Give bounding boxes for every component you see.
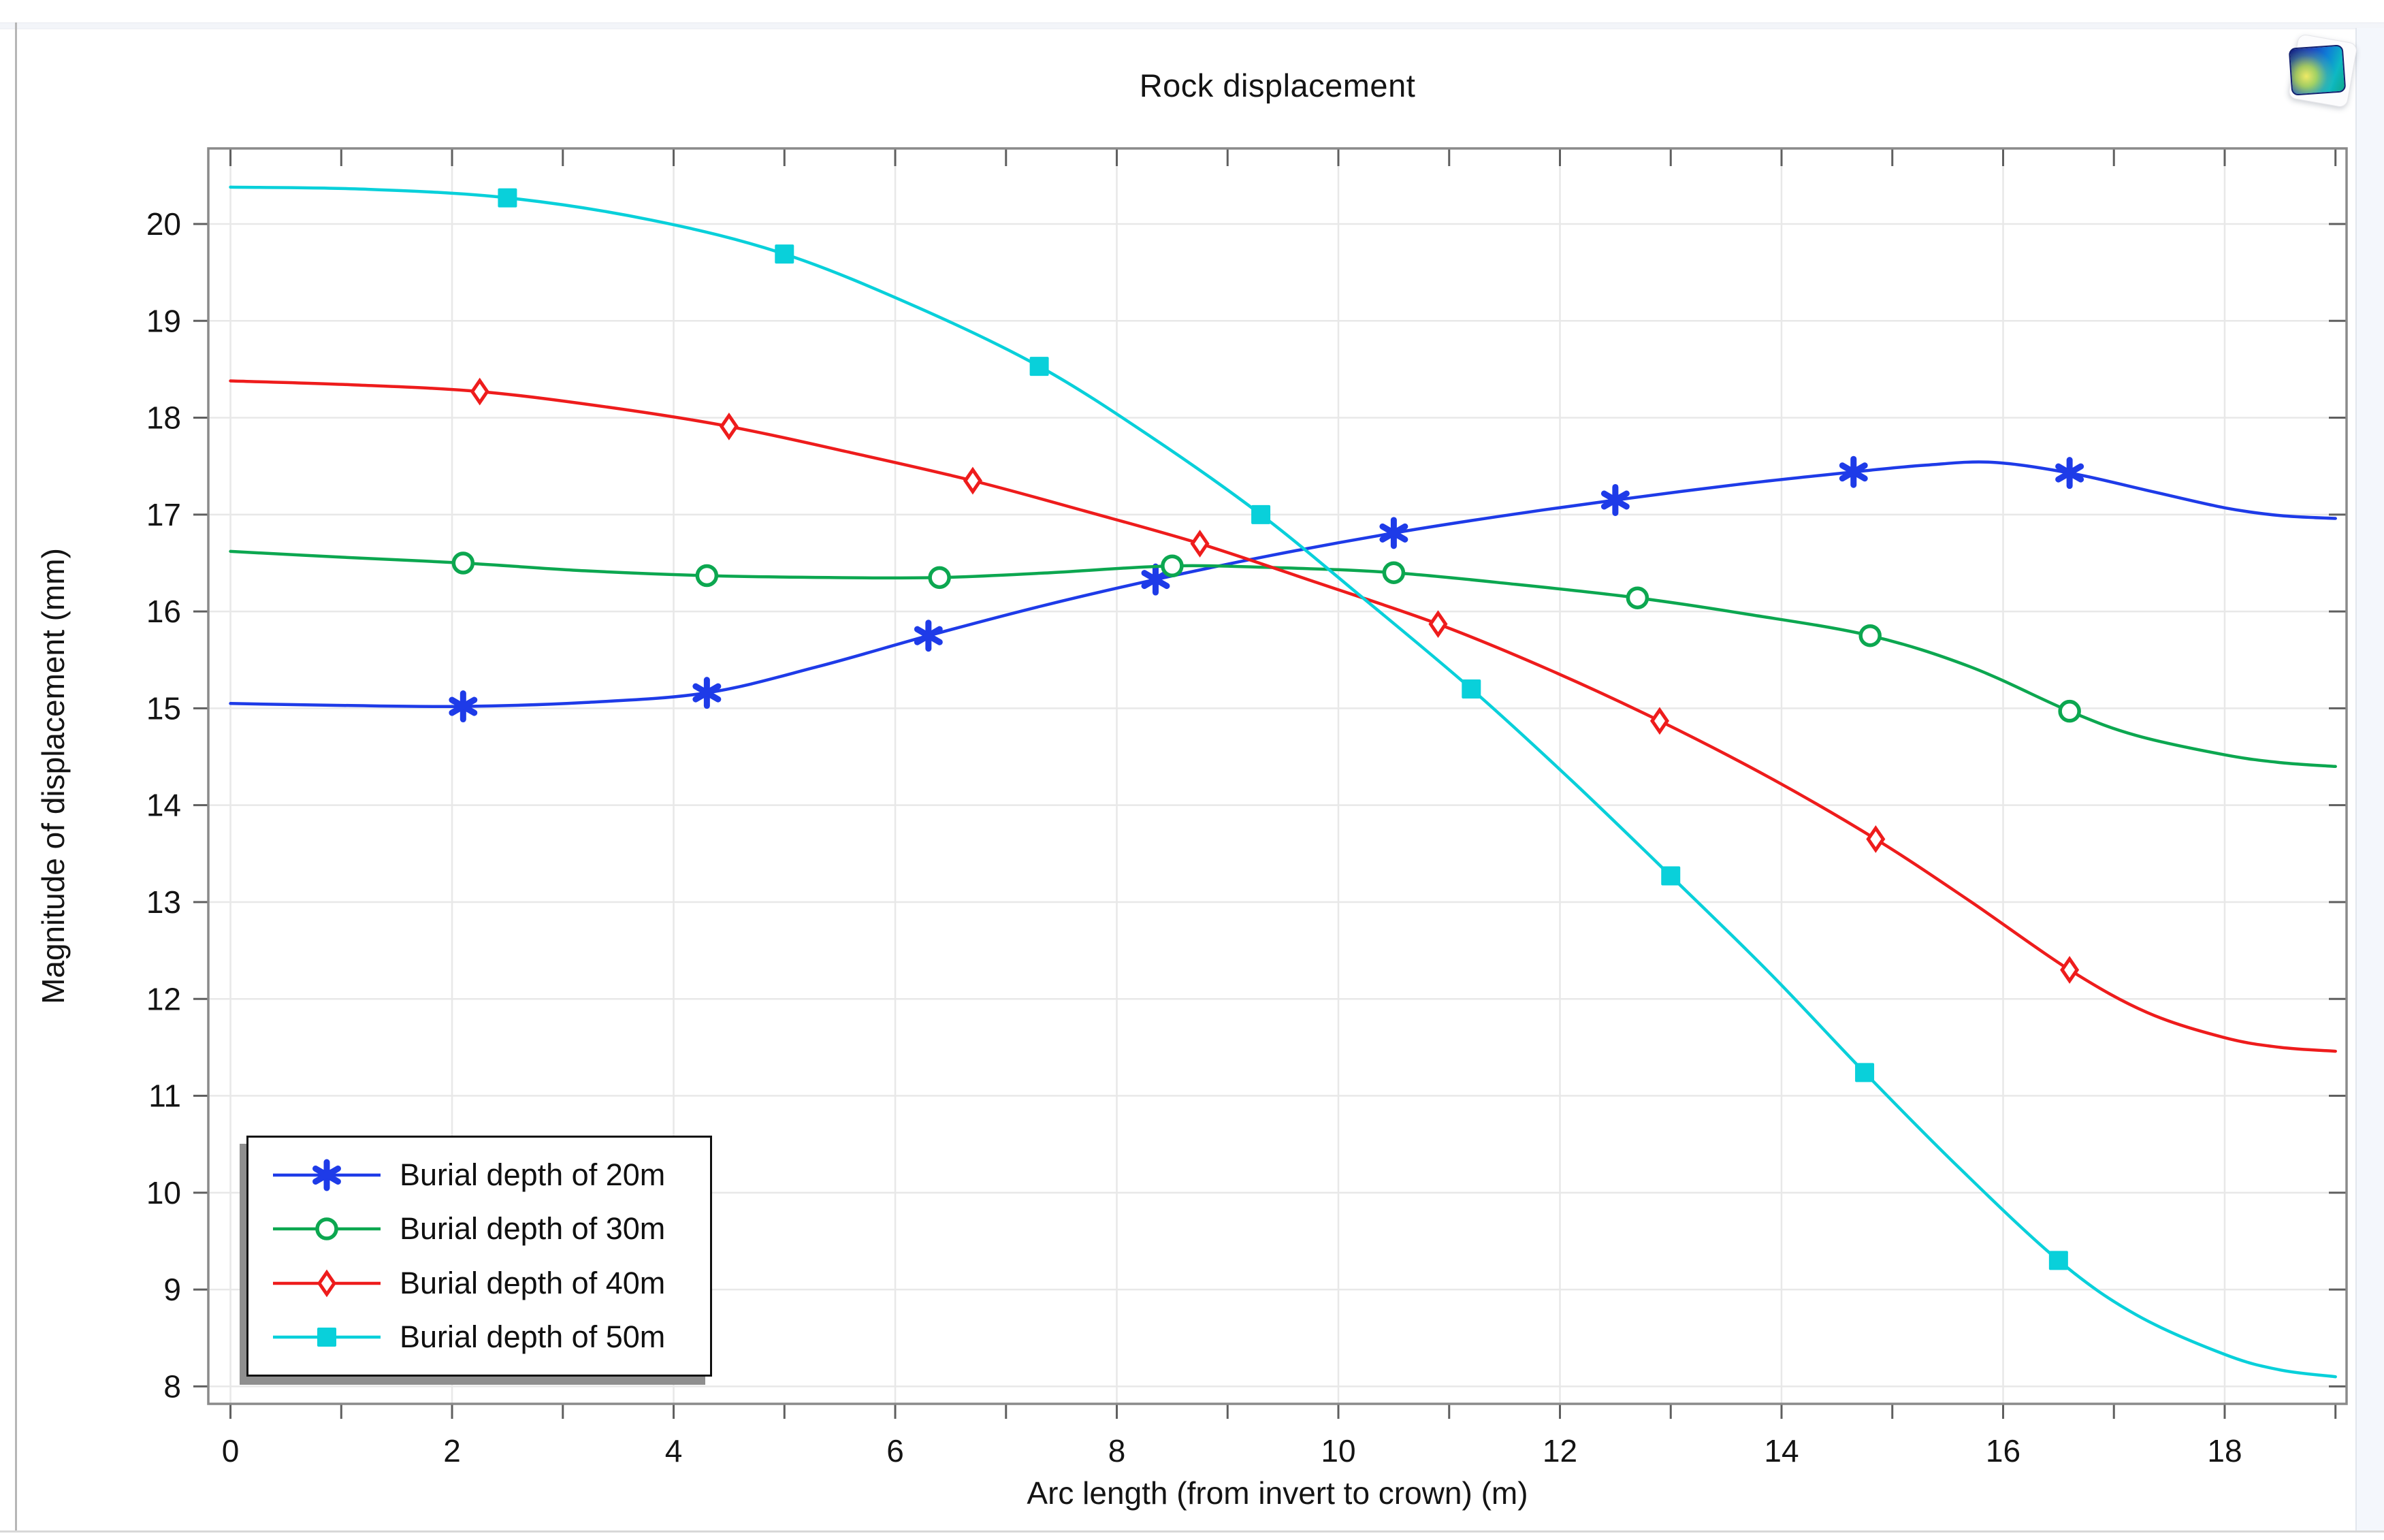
y-tick-label: 15 bbox=[146, 690, 181, 726]
panel-left-border bbox=[15, 22, 17, 1532]
series-burial-depth-of-30m-markers bbox=[451, 551, 2081, 723]
legend-item: Burial depth of 30m bbox=[269, 1207, 710, 1251]
series-burial-depth-of-30m bbox=[229, 549, 2337, 769]
series-burial-depth-of-40m bbox=[229, 377, 2337, 1053]
legend: Burial depth of 20m Burial depth of 30m Bu… bbox=[246, 1136, 712, 1377]
y-tick-label: 8 bbox=[163, 1368, 181, 1404]
y-tick-label: 18 bbox=[146, 400, 181, 436]
y-tick-label: 12 bbox=[146, 981, 181, 1016]
x-axis-label: Arc length (from invert to crown) (m) bbox=[1027, 1475, 1528, 1511]
x-tick-label: 18 bbox=[2207, 1433, 2242, 1469]
plot-frame bbox=[207, 147, 2348, 1405]
x-tick-label: 6 bbox=[886, 1433, 904, 1469]
x-tick-label: 8 bbox=[1108, 1433, 1126, 1469]
snapshot-button[interactable] bbox=[2282, 33, 2358, 112]
y-tick-label: 14 bbox=[146, 788, 181, 823]
x-tick-label: 12 bbox=[1543, 1433, 1577, 1469]
series-burial-depth-of-20m-markers bbox=[449, 455, 2084, 723]
x-tick-labels: 0 2 4 6 8 10 12 14 16 18 bbox=[222, 1433, 2242, 1469]
legend-swatch bbox=[273, 1217, 381, 1241]
y-tick-label: 10 bbox=[146, 1175, 181, 1210]
legend-item-label: Burial depth of 30m bbox=[400, 1211, 666, 1247]
legend-item: Burial depth of 20m bbox=[269, 1153, 710, 1197]
y-tick-label: 19 bbox=[146, 303, 181, 338]
y-axis-label: Magnitude of displacement (mm) bbox=[35, 548, 71, 1004]
y-tick-label: 13 bbox=[146, 884, 181, 920]
x-tick-label: 10 bbox=[1321, 1433, 1355, 1469]
legend-swatch bbox=[273, 1159, 381, 1191]
y-tick-label: 11 bbox=[148, 1078, 181, 1114]
chart-title: Rock displacement bbox=[1139, 67, 1416, 103]
series-burial-depth-of-50m bbox=[229, 185, 2337, 1379]
scrollbar-track[interactable] bbox=[2355, 28, 2384, 1530]
legend-item-label: Burial depth of 40m bbox=[400, 1265, 666, 1300]
series-burial-depth-of-40m-markers bbox=[470, 377, 2080, 984]
legend-swatch bbox=[273, 1327, 381, 1347]
panel-top-border bbox=[0, 22, 2384, 29]
x-tick-label: 0 bbox=[222, 1433, 240, 1469]
series-burial-depth-of-50m-markers bbox=[498, 188, 2068, 1270]
y-tick-label: 17 bbox=[146, 497, 181, 532]
panel-bottom-border bbox=[0, 1530, 2384, 1533]
x-tick-label: 14 bbox=[1764, 1433, 1799, 1469]
axis-ticks bbox=[193, 148, 2347, 1419]
x-tick-label: 2 bbox=[443, 1433, 461, 1469]
legend-item-label: Burial depth of 50m bbox=[400, 1319, 666, 1354]
legend-swatch bbox=[273, 1269, 381, 1297]
series-burial-depth-of-20m bbox=[229, 455, 2337, 723]
gridlines bbox=[208, 148, 2347, 1404]
y-tick-label: 9 bbox=[163, 1272, 181, 1307]
y-tick-label: 20 bbox=[146, 206, 181, 242]
legend-item-label: Burial depth of 20m bbox=[400, 1157, 666, 1193]
x-tick-label: 16 bbox=[1986, 1433, 2020, 1469]
x-tick-label: 4 bbox=[665, 1433, 683, 1469]
comsol-snapshot-icon bbox=[2288, 44, 2347, 96]
y-tick-label: 16 bbox=[146, 594, 181, 629]
legend-item: Burial depth of 40m bbox=[269, 1262, 710, 1305]
y-tick-labels: 8 9 10 11 12 13 14 15 16 17 18 19 20 bbox=[146, 206, 181, 1404]
legend-item: Burial depth of 50m bbox=[269, 1315, 710, 1359]
